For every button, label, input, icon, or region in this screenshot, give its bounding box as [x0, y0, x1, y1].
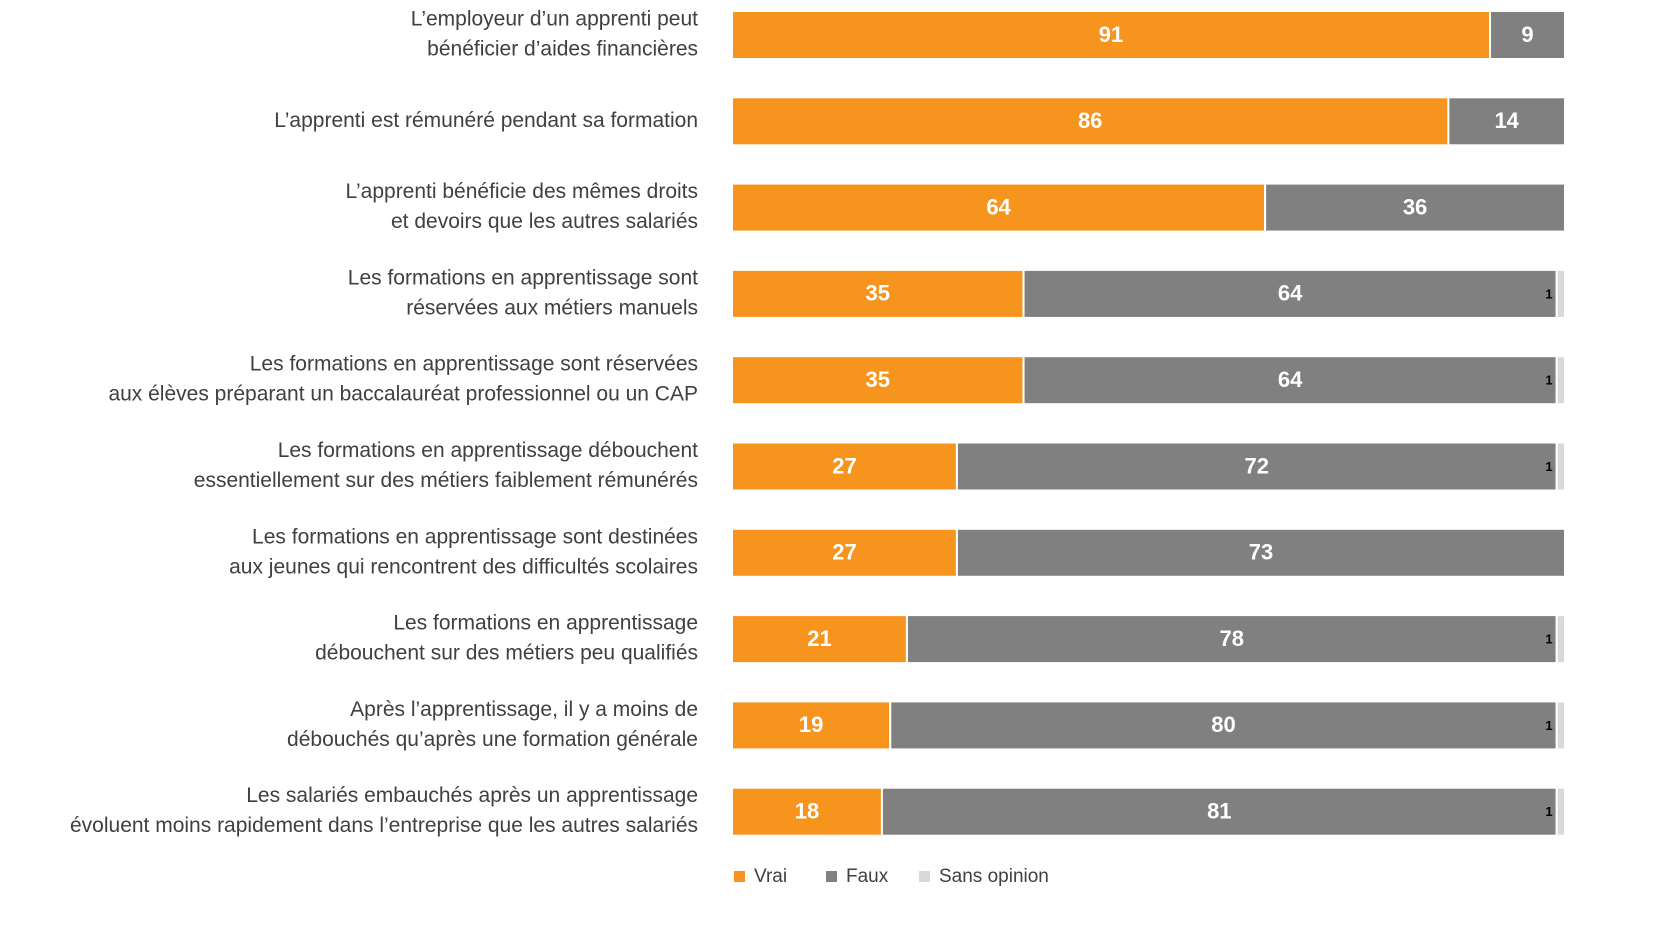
- bar-segment: [1555, 786, 1567, 837]
- value-label: 27: [832, 453, 856, 478]
- value-label: 1: [1545, 804, 1552, 819]
- value-label: 21: [807, 626, 831, 651]
- value-label: 36: [1403, 194, 1427, 219]
- category-label: Les formations en apprentissage: [393, 612, 698, 635]
- bar-segment: [731, 527, 958, 578]
- bar-segment: [1264, 182, 1566, 233]
- legend-swatch: [826, 871, 837, 882]
- value-label: 73: [1249, 540, 1273, 565]
- value-label: 64: [986, 194, 1011, 219]
- bar-segment: [731, 355, 1025, 406]
- bar-segment: [880, 786, 1558, 837]
- value-label: 1: [1545, 632, 1552, 647]
- legend-swatch: [734, 871, 745, 882]
- value-label: 1: [1545, 718, 1552, 733]
- category-label: L’apprenti est rémunéré pendant sa forma…: [274, 109, 698, 132]
- bar-segment: [731, 182, 1267, 233]
- value-label: 27: [832, 540, 856, 565]
- category-label: aux jeunes qui rencontrent des difficult…: [229, 555, 698, 578]
- category-label: Les formations en apprentissage débouche…: [278, 439, 698, 462]
- bar-segment: [731, 786, 883, 837]
- value-label: 91: [1099, 22, 1123, 47]
- bar-segment: [889, 700, 1558, 751]
- value-label: 1: [1545, 286, 1552, 301]
- bar-segment: [731, 700, 892, 751]
- category-label: essentiellement sur des métiers faibleme…: [194, 469, 698, 492]
- value-label: 35: [866, 281, 890, 306]
- bar-segment: [731, 268, 1025, 319]
- category-label: et devoirs que les autres salariés: [391, 210, 698, 233]
- bar-segment: [731, 96, 1450, 147]
- value-label: 86: [1078, 108, 1102, 133]
- value-label: 80: [1211, 712, 1235, 737]
- value-label: 78: [1220, 626, 1244, 651]
- bar-segment: [1555, 441, 1567, 492]
- bar-segment: [955, 441, 1558, 492]
- value-label: 9: [1521, 22, 1533, 47]
- value-label: 19: [799, 712, 823, 737]
- legend-label: Faux: [846, 866, 889, 887]
- category-label: L’employeur d’un apprenti peut: [411, 8, 698, 31]
- bar-segment: [1022, 268, 1558, 319]
- category-label: Les formations en apprentissage sont rés…: [250, 353, 698, 376]
- value-label: 14: [1494, 108, 1519, 133]
- bar-segment: [1489, 10, 1567, 60]
- value-label: 81: [1207, 799, 1231, 824]
- bar-segment: [1022, 355, 1558, 406]
- value-label: 64: [1278, 281, 1303, 306]
- category-label: bénéficier d’aides financières: [427, 38, 698, 61]
- category-label: évoluent moins rapidement dans l’entrepr…: [70, 814, 698, 837]
- category-label: aux élèves préparant un baccalauréat pro…: [108, 383, 698, 406]
- bar-segment: [1555, 268, 1567, 319]
- value-label: 1: [1545, 373, 1552, 388]
- bar-segment: [1555, 355, 1567, 406]
- legend-label: Vrai: [754, 866, 787, 887]
- category-label: réservées aux métiers manuels: [406, 296, 698, 319]
- category-label: Les formations en apprentissage sont des…: [252, 525, 698, 548]
- legend-label: Sans opinion: [939, 866, 1049, 887]
- category-label: Après l’apprentissage, il y a moins de: [350, 698, 698, 721]
- bar-segment: [1555, 614, 1567, 665]
- bar-segment: [1555, 700, 1567, 751]
- bar-segment: [955, 527, 1566, 578]
- category-label: débouchent sur des métiers peu qualifiés: [315, 642, 698, 665]
- bar-segment: [905, 614, 1558, 665]
- value-label: 64: [1278, 367, 1303, 392]
- value-label: 72: [1245, 453, 1269, 478]
- bar-segment: [1447, 96, 1567, 147]
- value-label: 18: [795, 799, 819, 824]
- bar-segment: [731, 10, 1492, 60]
- category-label: Les formations en apprentissage sont: [348, 266, 698, 289]
- legend-swatch: [919, 871, 930, 882]
- value-label: 1: [1545, 459, 1552, 474]
- value-label: 35: [866, 367, 890, 392]
- category-label: L’apprenti bénéficie des mêmes droits: [345, 180, 698, 203]
- category-label: Les salariés embauchés après un apprenti…: [246, 784, 698, 807]
- category-label: débouchés qu’après une formation général…: [287, 728, 698, 751]
